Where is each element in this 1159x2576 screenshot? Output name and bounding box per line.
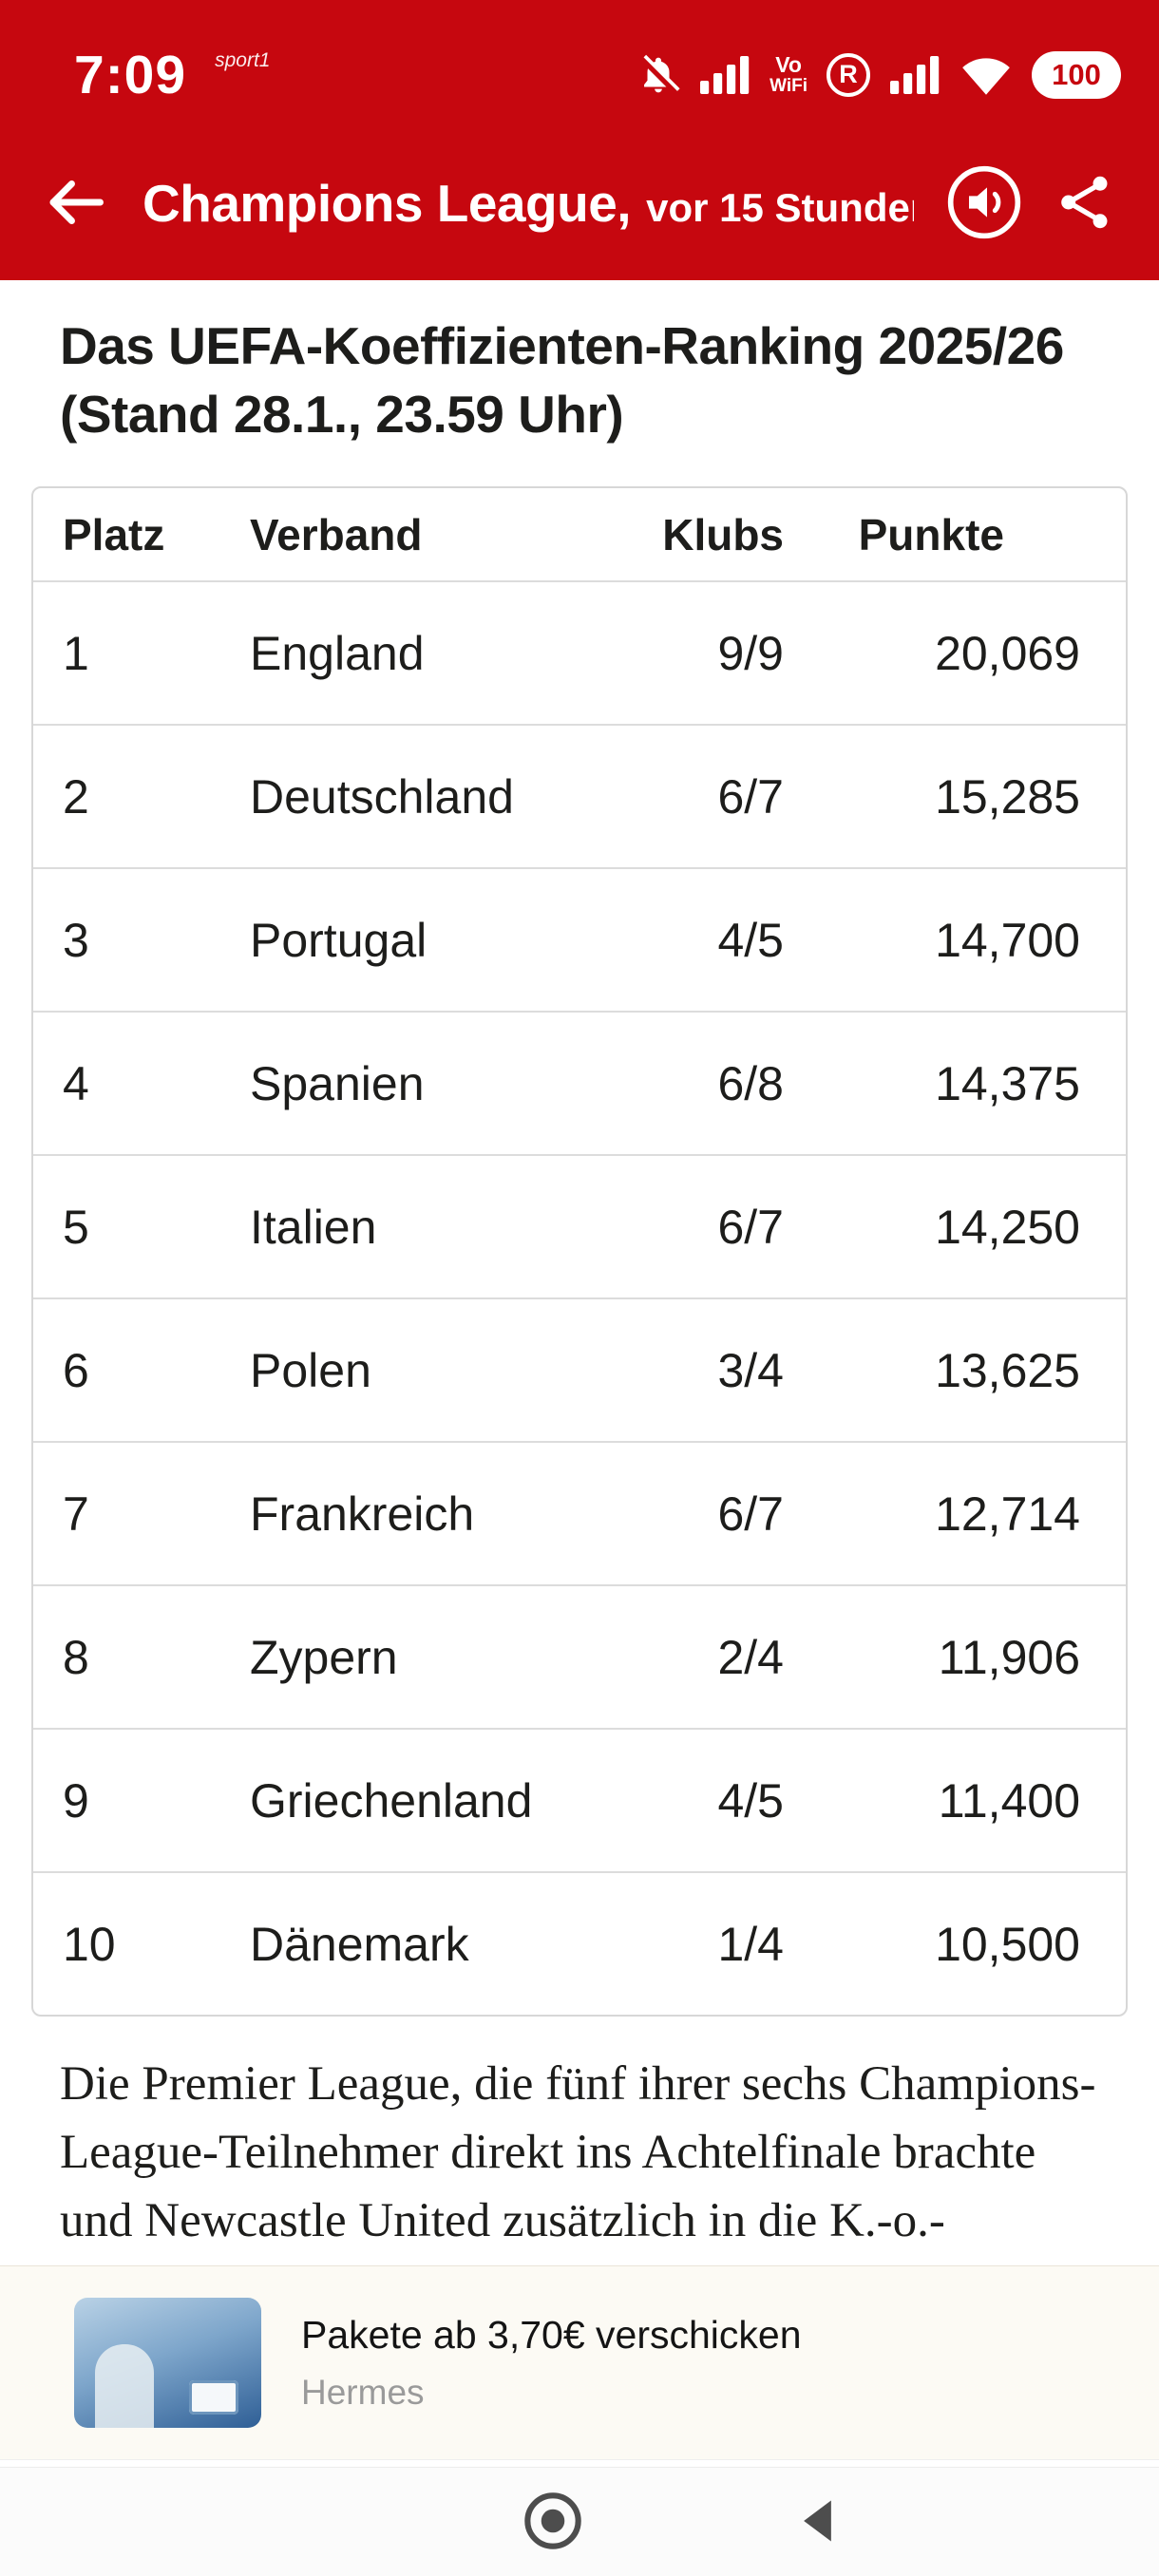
cell-verband: Polen (250, 1343, 371, 1397)
cellular-signal-icon (700, 55, 750, 94)
notifications-off-icon (639, 54, 680, 94)
cell-punkte: 14,375 (935, 1056, 1080, 1110)
audio-button[interactable] (946, 164, 1022, 243)
table-row: 5 Italien 6/7 14,250 (33, 1154, 1126, 1297)
column-header-platz: Platz (63, 509, 165, 559)
table-row: 6 Polen 3/4 13,625 (33, 1297, 1126, 1441)
cell-klubs: 6/7 (717, 1487, 784, 1541)
cell-platz: 5 (63, 1200, 89, 1254)
cell-klubs: 3/4 (717, 1343, 784, 1397)
cell-punkte: 14,250 (935, 1200, 1080, 1254)
column-header-verband: Verband (250, 509, 423, 559)
article-heading-line2: (Stand 28.1., 23.59 Uhr) (60, 384, 624, 444)
table-row: 10 Dänemark 1/4 10,500 (33, 1871, 1126, 2015)
cell-verband: England (250, 626, 425, 680)
roaming-r-icon: R (826, 52, 870, 97)
table-row: 1 England 9/9 20,069 (33, 580, 1126, 724)
share-button[interactable] (1054, 172, 1115, 236)
cell-klubs: 9/9 (717, 626, 784, 680)
app-header: Champions League, vor 15 Stunden (0, 140, 1159, 280)
cell-klubs: 6/8 (717, 1056, 784, 1110)
page-title: Champions League, vor 15 Stunden (142, 173, 914, 234)
cell-punkte: 20,069 (935, 626, 1080, 680)
home-circle-icon (524, 2491, 581, 2549)
back-button[interactable] (42, 168, 110, 239)
home-button[interactable] (522, 2491, 583, 2554)
article-heading-line1: Das UEFA-Koeffizienten-Ranking 2025/26 (60, 316, 1064, 375)
article-heading: Das UEFA-Koeffizienten-Ranking 2025/26 (… (60, 313, 1099, 448)
cell-punkte: 13,625 (935, 1343, 1080, 1397)
cell-punkte: 15,285 (935, 769, 1080, 824)
carrier-label: sport1 (215, 48, 271, 71)
share-icon (1061, 176, 1108, 228)
system-nav-bar (0, 2467, 1159, 2576)
table-row: 2 Deutschland 6/7 15,285 (33, 724, 1126, 867)
ad-advertiser: Hermes (301, 2373, 425, 2412)
cell-platz: 4 (63, 1056, 89, 1110)
cell-punkte: 12,714 (935, 1487, 1080, 1541)
back-triangle-icon (804, 2500, 831, 2541)
back-arrow-icon (49, 180, 104, 224)
cell-punkte: 11,400 (938, 1773, 1080, 1828)
cell-klubs: 4/5 (717, 1773, 784, 1828)
table-header-row: Platz Verband Klubs Punkte (33, 488, 1126, 580)
cell-klubs: 2/4 (717, 1630, 784, 1684)
cell-platz: 1 (63, 626, 89, 680)
cell-punkte: 10,500 (935, 1917, 1080, 1971)
table-row: 3 Portugal 4/5 14,700 (33, 867, 1126, 1011)
cell-klubs: 6/7 (717, 769, 784, 824)
cell-klubs: 1/4 (717, 1917, 784, 1971)
cell-punkte: 11,906 (938, 1630, 1080, 1684)
ad-image (74, 2298, 261, 2428)
column-header-punkte: Punkte (858, 509, 1004, 559)
ad-banner[interactable]: Pakete ab 3,70€ verschicken Hermes (0, 2265, 1159, 2460)
table-row: 7 Frankreich 6/7 12,714 (33, 1441, 1126, 1584)
cell-klubs: 6/7 (717, 1200, 784, 1254)
table-row: 9 Griechenland 4/5 11,400 (33, 1728, 1126, 1871)
cell-verband: Zypern (250, 1630, 398, 1684)
clock: 7:09 (74, 44, 187, 105)
back-nav-button[interactable] (792, 2494, 846, 2550)
column-header-klubs: Klubs (662, 509, 784, 559)
battery-indicator: 100 (1032, 50, 1121, 99)
cell-verband: Spanien (250, 1056, 425, 1110)
battery-percent: 100 (1052, 57, 1101, 91)
cell-platz: 2 (63, 769, 89, 824)
speaker-icon (947, 165, 1021, 238)
cell-verband: Griechenland (250, 1773, 533, 1828)
vowifi-icon: Vo WiFi (770, 52, 808, 96)
ad-text-block: Pakete ab 3,70€ verschicken Hermes (301, 2313, 802, 2413)
cell-punkte: 14,700 (935, 913, 1080, 967)
cell-platz: 6 (63, 1343, 89, 1397)
article-timestamp: vor 15 Stunden (646, 185, 914, 230)
table-row: 4 Spanien 6/8 14,375 (33, 1011, 1126, 1154)
cell-verband: Dänemark (250, 1917, 469, 1971)
cell-platz: 7 (63, 1487, 89, 1541)
cell-platz: 9 (63, 1773, 89, 1828)
cell-verband: Portugal (250, 913, 428, 967)
cell-platz: 10 (63, 1917, 116, 1971)
competition-name: Champions League, (142, 174, 632, 233)
cell-platz: 8 (63, 1630, 89, 1684)
status-bar: 7:09 sport1 Vo WiFi R 100 (0, 0, 1159, 140)
cell-verband: Frankreich (250, 1487, 475, 1541)
cell-verband: Deutschland (250, 769, 514, 824)
article-content: Das UEFA-Koeffizienten-Ranking 2025/26 (… (0, 280, 1159, 2324)
ranking-table: Platz Verband Klubs Punkte 1 England 9/9… (31, 486, 1128, 2017)
cell-platz: 3 (63, 913, 89, 967)
cell-klubs: 4/5 (717, 913, 784, 967)
table-row: 8 Zypern 2/4 11,906 (33, 1584, 1126, 1728)
cell-verband: Italien (250, 1200, 377, 1254)
cellular-signal-icon-2 (890, 55, 940, 94)
wifi-icon (962, 57, 1010, 95)
ad-title: Pakete ab 3,70€ verschicken (301, 2313, 802, 2357)
